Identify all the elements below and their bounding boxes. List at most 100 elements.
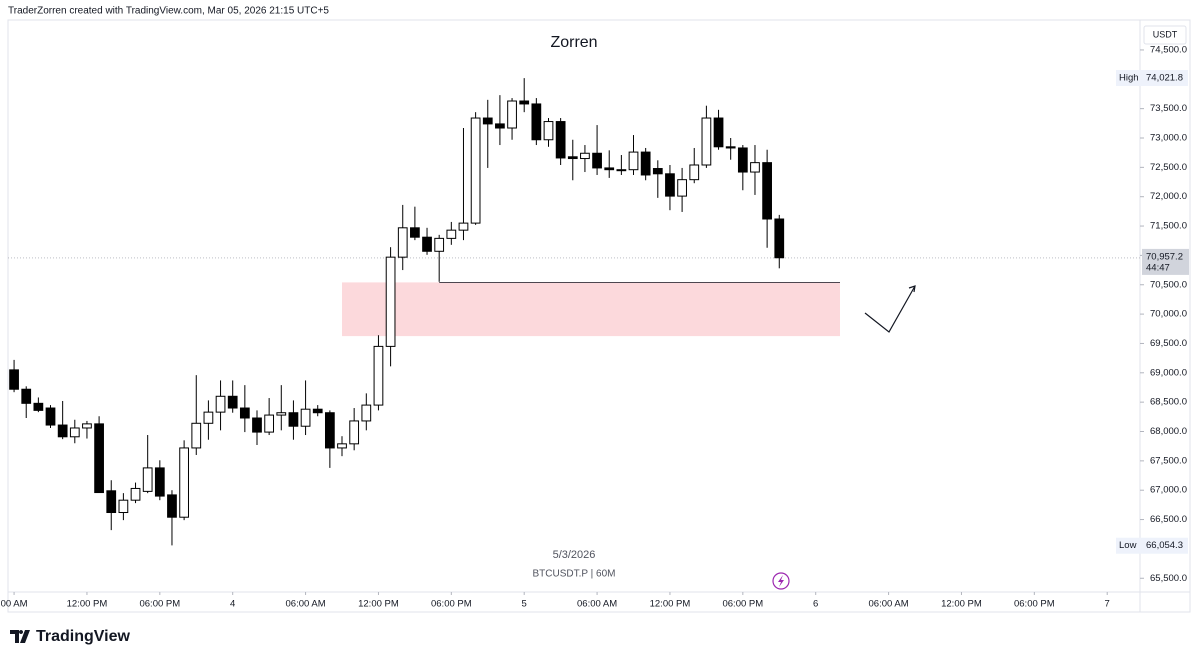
x-tick-label: 06:00 AM <box>577 599 617 610</box>
candle-body <box>142 467 153 492</box>
candle-body <box>118 499 129 514</box>
chart-title: Zorren <box>550 34 597 51</box>
x-tick-label: 12:00 PM <box>67 599 108 610</box>
candle-body <box>652 168 663 175</box>
candle-body <box>300 408 311 427</box>
drawn-check <box>864 285 916 333</box>
candle-body <box>701 117 712 166</box>
drawn-arrowhead <box>908 285 916 293</box>
candle-body <box>361 404 372 422</box>
x-tick-label: 12:00 PM <box>941 599 982 610</box>
candle-body <box>324 412 335 449</box>
candle-body <box>446 229 457 239</box>
y-tick-label: 68,500.0 <box>1150 397 1187 408</box>
candle-body <box>385 256 396 347</box>
candle-body <box>567 156 578 160</box>
y-tick-label: 72,000.0 <box>1150 191 1187 202</box>
x-tick-label: 06:00 AM <box>286 599 326 610</box>
current-price-box <box>1142 248 1189 275</box>
candle-body <box>94 423 104 494</box>
y-tick-label: 69,000.0 <box>1150 367 1187 378</box>
x-tick-label: 6 <box>813 599 818 610</box>
y-tick-label: 70,500.0 <box>1150 279 1187 290</box>
y-tick-label: 73,000.0 <box>1150 133 1187 144</box>
candle-body <box>665 173 675 197</box>
candle-body <box>288 412 299 427</box>
candle-body <box>106 490 117 514</box>
candle-body <box>203 411 214 424</box>
candle-body <box>604 167 615 171</box>
candle-body <box>21 388 32 404</box>
candle-body <box>9 369 19 390</box>
countdown: 44:47 <box>1146 262 1170 273</box>
candle-body <box>519 100 530 105</box>
candle-body <box>737 147 748 173</box>
y-tick-label: 66,500.0 <box>1150 514 1187 525</box>
candle-body <box>167 494 177 518</box>
candle-body <box>592 152 602 169</box>
candle-body <box>434 237 445 252</box>
y-tick-label: 65,500.0 <box>1150 573 1187 584</box>
header: TraderZorren created with TradingView.co… <box>8 6 329 17</box>
candle-body <box>349 420 360 445</box>
candle-body <box>616 169 627 172</box>
candle-body <box>312 408 323 414</box>
y-tick-label: 74,500.0 <box>1150 44 1187 55</box>
x-tick-label: 06:00 PM <box>1014 599 1055 610</box>
date-label: 5/3/2026 <box>553 549 596 561</box>
x-tick-label: 7 <box>1105 599 1110 610</box>
x-tick-label: 5 <box>522 599 527 610</box>
candle-body <box>555 121 566 159</box>
y-tick-label: 67,500.0 <box>1150 455 1187 466</box>
y-tick-label: 72,500.0 <box>1150 162 1187 173</box>
candle-body <box>33 402 44 411</box>
candle-body <box>154 467 165 497</box>
currency: USDT <box>1153 29 1178 39</box>
candle-body <box>239 407 250 419</box>
marker-label: High <box>1119 73 1139 84</box>
candle-body <box>397 227 408 258</box>
candle-body <box>750 162 760 173</box>
candle-body <box>82 423 92 429</box>
y-tick-label: 71,500.0 <box>1150 221 1187 232</box>
candle-body <box>495 123 505 129</box>
candle-body <box>689 164 700 181</box>
marker-box <box>1116 537 1188 554</box>
x-tick-label: 06:00 PM <box>722 599 763 610</box>
candle-body <box>264 414 275 433</box>
candle-body <box>470 117 481 224</box>
x-tick-label: 06:00 PM <box>139 599 180 610</box>
candle-body <box>422 236 432 252</box>
candle-body <box>725 146 736 149</box>
x-tick-label: 06:00 PM <box>431 599 472 610</box>
candle-body <box>130 487 141 501</box>
marker-value: 66,054.3 <box>1146 540 1183 551</box>
candle-body <box>179 447 189 518</box>
candle-body <box>531 103 542 141</box>
x-tick-label: 12:00 PM <box>358 599 399 610</box>
y-tick-label: 69,500.0 <box>1150 338 1187 349</box>
candle-body <box>252 417 262 433</box>
candle-body <box>337 443 347 449</box>
candle-body <box>774 218 785 259</box>
logo: TradingView <box>10 628 131 645</box>
candle-body <box>677 179 687 197</box>
pane-border <box>7 19 1191 613</box>
x-tick-label: 06:00 AM <box>869 599 909 610</box>
candle-body <box>276 412 287 416</box>
candle-body <box>507 100 517 129</box>
x-tick-label: 00 AM <box>1 599 28 610</box>
candle-body <box>640 151 651 176</box>
currency-box <box>1143 25 1187 45</box>
candle-body <box>762 162 772 220</box>
x-tick-label: 4 <box>230 599 235 610</box>
current-price: 70,957.2 <box>1146 251 1183 262</box>
candle-body <box>482 117 493 125</box>
brand: TradingView <box>36 628 131 645</box>
zone <box>342 282 840 337</box>
y-tick-label: 68,000.0 <box>1150 426 1187 437</box>
marker-value: 74,021.8 <box>1146 73 1183 84</box>
candle-body <box>373 345 384 406</box>
candle-body <box>580 152 590 160</box>
